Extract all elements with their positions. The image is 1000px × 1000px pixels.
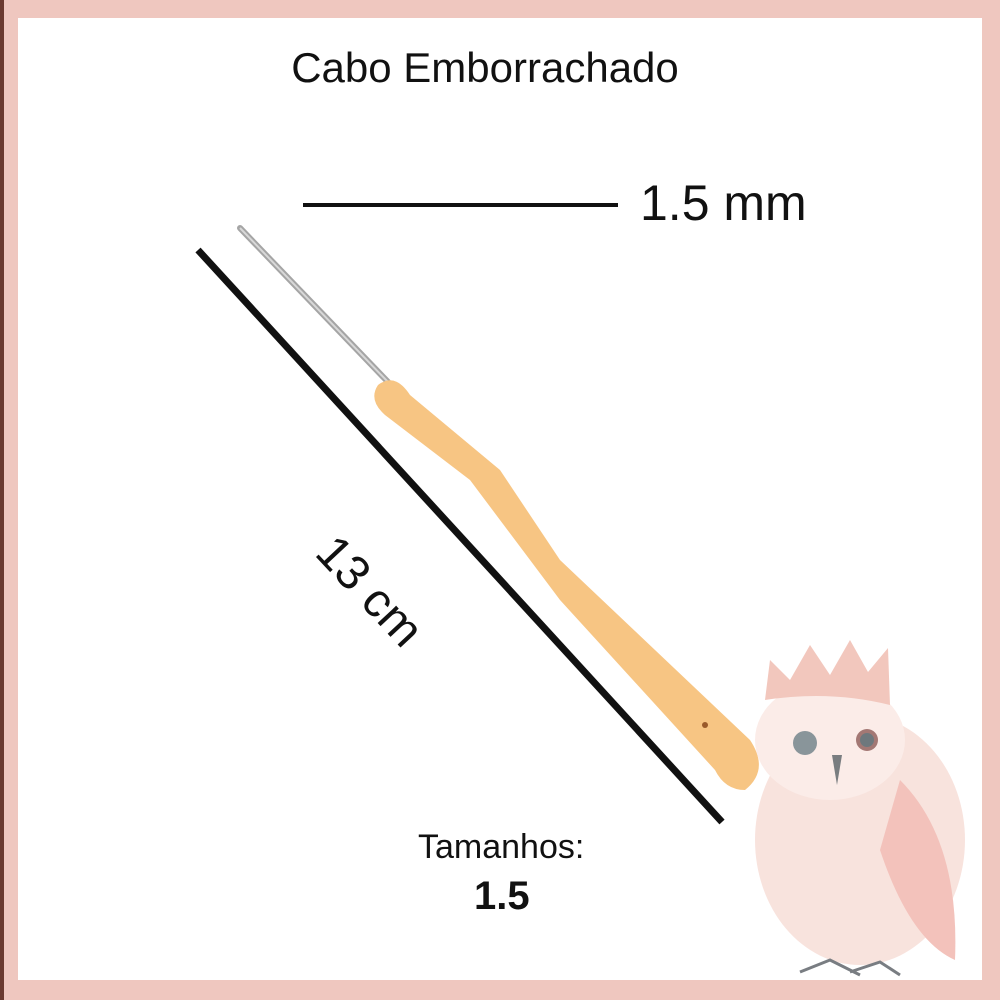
border-edge	[0, 0, 4, 1000]
sizes-value: 1.5	[474, 874, 530, 918]
owl-image	[755, 640, 965, 977]
gauge-label: 1.5 mm	[640, 175, 807, 231]
sizes-label: Tamanhos:	[418, 828, 585, 866]
length-line	[195, 247, 725, 825]
crochet-hook-image	[237, 225, 759, 790]
product-title: Cabo Emborrachado	[291, 44, 679, 91]
